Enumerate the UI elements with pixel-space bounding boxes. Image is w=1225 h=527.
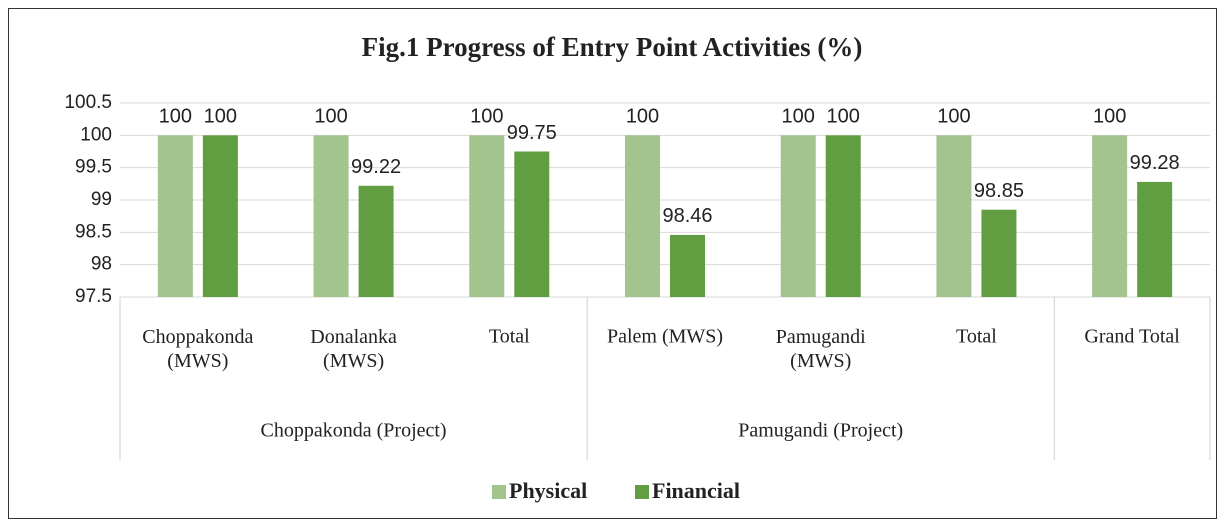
data-label: 100 [782,106,815,128]
data-label: 100 [204,106,237,128]
bar [825,135,861,297]
data-label: 100 [626,106,659,128]
legend-swatch [635,485,649,499]
x-tick-label: Pamugandi (MWS) [776,326,866,372]
data-label: 99.22 [351,156,401,178]
x-tick-label: Choppakonda (MWS) [142,326,253,372]
bar [358,185,394,297]
bar [780,135,816,297]
x-tick-label: Total [489,326,530,348]
chart-title: Fig.1 Progress of Entry Point Activities… [362,32,863,62]
data-label: 100 [827,106,860,128]
data-label: 99.28 [1130,152,1180,174]
legend-swatch [492,485,506,499]
group-label: Choppakonda (Project) [261,420,447,442]
y-tick-label: 99 [91,189,112,210]
legend-label: Physical [509,478,587,503]
x-tick-label: Total [956,326,997,348]
y-tick-label: 98 [91,254,112,275]
data-label: 100 [314,106,347,128]
group-label: Pamugandi (Project) [738,420,903,442]
data-label: 98.85 [974,180,1024,202]
y-tick-label: 98.5 [75,221,112,242]
legend-label: Financial [652,478,740,503]
data-label: 100 [470,106,503,128]
y-tick-label: 99.5 [75,157,112,178]
bar [514,151,550,297]
data-label: 100 [1093,106,1126,128]
bar [469,135,505,297]
y-tick-label: 100 [80,124,112,145]
bar [1092,135,1128,297]
bar [625,135,660,297]
bar [202,135,238,297]
data-label: 99.75 [507,122,557,144]
x-tick-label: Donalanka (MWS) [310,326,397,372]
y-tick-label: 97.5 [75,286,112,307]
bar [670,234,705,297]
data-label: 100 [159,106,192,128]
x-tick-label: Palem (MWS) [607,326,723,348]
x-tick-label: Grand Total [1084,326,1180,348]
bar [157,135,193,297]
y-tick-label: 100.5 [64,92,112,113]
data-label: 100 [937,106,970,128]
bar [936,135,972,297]
bar [313,135,349,297]
bar [981,209,1017,297]
data-label: 98.46 [662,205,712,227]
bar [1137,181,1173,297]
